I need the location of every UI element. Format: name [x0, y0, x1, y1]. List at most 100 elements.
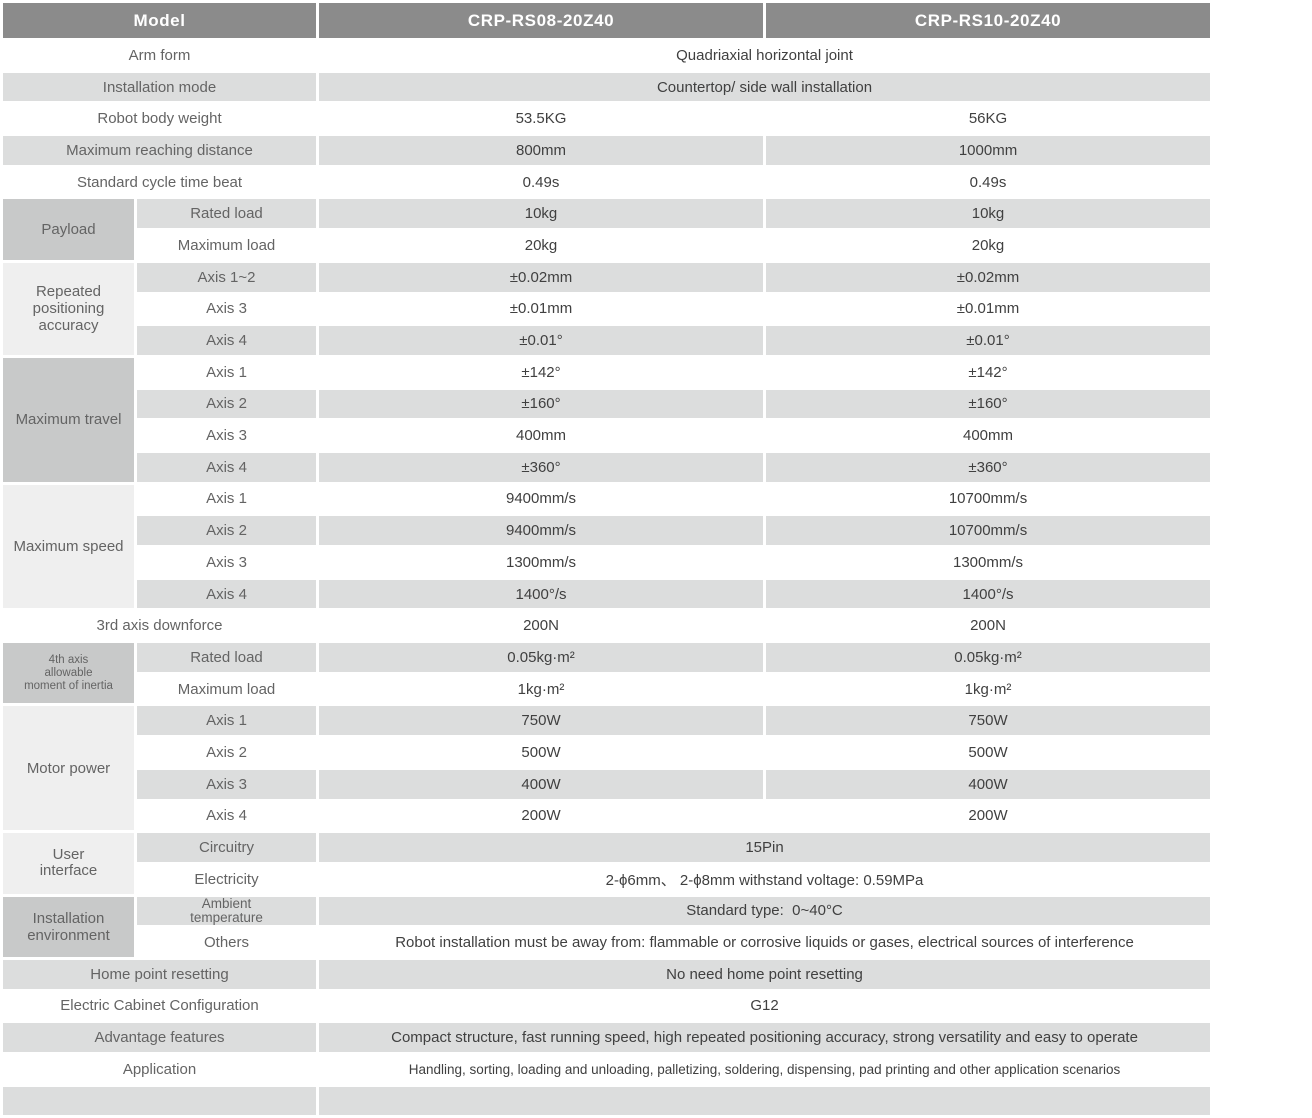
- cycle-time-label: Standard cycle time beat: [3, 167, 317, 197]
- row-payload-max: Maximum load 20kg 20kg: [3, 231, 1211, 260]
- row-max-reach: Maximum reaching distance 800mm 1000mm: [3, 136, 1211, 165]
- row-application: Application Handling, sorting, loading a…: [3, 1055, 1211, 1084]
- row-motor-axis2: Axis 2 500W 500W: [3, 738, 1211, 767]
- environment-others-label: Others: [137, 928, 317, 957]
- row-accuracy-axis4: Axis 4 ±0.01° ±0.01°: [3, 326, 1211, 355]
- inertia-rated-rs10: 0.05kg·m²: [766, 643, 1211, 672]
- motor-axis4-rs10: 200W: [766, 801, 1211, 831]
- speed-axis2-rs08: 9400mm/s: [319, 516, 764, 545]
- installation-mode-label: Installation mode: [3, 72, 317, 102]
- speed-axis2-label: Axis 2: [137, 516, 317, 545]
- motor-axis2-rs08: 500W: [319, 738, 764, 767]
- header-model: Model: [3, 3, 317, 38]
- group-speed-label: Maximum speed: [3, 484, 134, 609]
- inertia-max-label: Maximum load: [137, 674, 317, 704]
- payload-rated-label: Rated load: [137, 199, 317, 229]
- group-inertia-label: 4th axis allowable moment of inertia: [3, 643, 134, 704]
- motor-axis4-rs08: 200W: [319, 801, 764, 831]
- row-circuitry: User interface Circuitry 15Pin: [3, 833, 1211, 894]
- row-travel-axis3: Axis 3 400mm 400mm: [3, 421, 1211, 450]
- circuitry-value: 15Pin: [319, 833, 1211, 862]
- inertia-rated-label: Rated load: [137, 643, 317, 672]
- accuracy-axis3-rs10: ±0.01mm: [766, 294, 1211, 324]
- speed-axis2-rs10: 10700mm/s: [766, 516, 1211, 545]
- row-speed-axis4: Axis 4 1400°/s 1400°/s: [3, 579, 1211, 609]
- accuracy-axis12-rs08: ±0.02mm: [319, 262, 764, 292]
- group-motor-label: Motor power: [3, 706, 134, 831]
- accuracy-axis4-label: Axis 4: [137, 326, 317, 355]
- motor-axis3-rs10: 400W: [766, 769, 1211, 799]
- row-motor-axis3: Axis 3 400W 400W: [3, 769, 1211, 799]
- inertia-max-rs10: 1kg·m²: [766, 674, 1211, 704]
- row-inertia-rated: 4th axis allowable moment of inertia Rat…: [3, 643, 1211, 704]
- row-environment-others: Others Robot installation must be away f…: [3, 928, 1211, 957]
- payload-max-label: Maximum load: [137, 231, 317, 260]
- cycle-time-rs10: 0.49s: [766, 167, 1211, 197]
- travel-axis3-rs10: 400mm: [766, 421, 1211, 450]
- max-reach-rs08: 800mm: [319, 136, 764, 165]
- accuracy-axis4-rs08: ±0.01°: [319, 326, 764, 355]
- row-accuracy-axis3: Axis 3 ±0.01mm ±0.01mm: [3, 294, 1211, 324]
- arm-form-label: Arm form: [3, 41, 317, 70]
- travel-axis1-rs08: ±142°: [319, 357, 764, 387]
- travel-axis2-label: Axis 2: [137, 389, 317, 419]
- speed-axis3-rs10: 1300mm/s: [766, 548, 1211, 577]
- row-body-weight: Robot body weight 53.5KG 56KG: [3, 104, 1211, 134]
- row-downforce: 3rd axis downforce 200N 200N: [3, 611, 1211, 641]
- motor-axis2-label: Axis 2: [137, 738, 317, 767]
- arm-form-value: Quadriaxial horizontal joint: [319, 41, 1211, 70]
- row-motor-axis1: Motor power Axis 1 750W 750W: [3, 706, 1211, 831]
- motor-axis1-rs08: 750W: [319, 706, 764, 736]
- row-travel-axis1: Maximum travel Axis 1 ±142° ±142°: [3, 357, 1211, 482]
- row-payload-rated: Payload Rated load 10kg 10kg: [3, 199, 1211, 260]
- group-travel-label: Maximum travel: [3, 357, 134, 482]
- speed-axis3-label: Axis 3: [137, 548, 317, 577]
- group-accuracy-label: Repeated positioning accuracy: [3, 262, 134, 355]
- row-speed-axis3: Axis 3 1300mm/s 1300mm/s: [3, 548, 1211, 577]
- travel-axis4-label: Axis 4: [137, 452, 317, 482]
- payload-max-rs08: 20kg: [319, 231, 764, 260]
- accuracy-axis12-rs10: ±0.02mm: [766, 262, 1211, 292]
- accuracy-axis3-label: Axis 3: [137, 294, 317, 324]
- circuitry-label: Circuitry: [137, 833, 317, 862]
- downforce-label: 3rd axis downforce: [3, 611, 317, 641]
- cycle-time-rs08: 0.49s: [319, 167, 764, 197]
- cabinet-value: G12: [319, 991, 1211, 1021]
- inertia-max-rs08: 1kg·m²: [319, 674, 764, 704]
- row-speed-axis1: Maximum speed Axis 1 9400mm/s 10700mm/s: [3, 484, 1211, 609]
- max-reach-label: Maximum reaching distance: [3, 136, 317, 165]
- motor-axis1-label: Axis 1: [137, 706, 317, 736]
- motor-axis4-label: Axis 4: [137, 801, 317, 831]
- application-label: Application: [3, 1055, 317, 1084]
- downforce-rs10: 200N: [766, 611, 1211, 641]
- application-value: Handling, sorting, loading and unloading…: [319, 1055, 1211, 1084]
- row-ambient-temperature: Installation environment Ambient tempera…: [3, 896, 1211, 957]
- accuracy-axis12-label: Axis 1~2: [137, 262, 317, 292]
- speed-axis1-rs10: 10700mm/s: [766, 484, 1211, 514]
- row-cabinet: Electric Cabinet Configuration G12: [3, 991, 1211, 1021]
- body-weight-label: Robot body weight: [3, 104, 317, 134]
- group-user-interface-label-text: User interface: [39, 846, 98, 880]
- motor-axis1-rs10: 750W: [766, 706, 1211, 736]
- group-environment-label: Installation environment: [3, 896, 134, 957]
- motor-axis2-rs10: 500W: [766, 738, 1211, 767]
- row-motor-axis4: Axis 4 200W 200W: [3, 801, 1211, 831]
- travel-axis1-label: Axis 1: [137, 357, 317, 387]
- row-cycle-time: Standard cycle time beat 0.49s 0.49s: [3, 167, 1211, 197]
- row-installation-mode: Installation mode Countertop/ side wall …: [3, 72, 1211, 102]
- row-travel-axis2: Axis 2 ±160° ±160°: [3, 389, 1211, 419]
- travel-axis2-rs10: ±160°: [766, 389, 1211, 419]
- robot-spec-table: Model CRP-RS08-20Z40 CRP-RS10-20Z40 Arm …: [3, 3, 1211, 1116]
- max-reach-rs10: 1000mm: [766, 136, 1211, 165]
- payload-rated-rs08: 10kg: [319, 199, 764, 229]
- home-reset-label: Home point resetting: [3, 959, 317, 989]
- advantage-value: Compact structure, fast running speed, h…: [319, 1023, 1211, 1052]
- motor-axis3-rs08: 400W: [319, 769, 764, 799]
- travel-axis4-rs10: ±360°: [766, 452, 1211, 482]
- payload-max-rs10: 20kg: [766, 231, 1211, 260]
- travel-axis3-label: Axis 3: [137, 421, 317, 450]
- row-clipped-bottom: [3, 1086, 1211, 1116]
- advantage-label: Advantage features: [3, 1023, 317, 1052]
- row-travel-axis4: Axis 4 ±360° ±360°: [3, 452, 1211, 482]
- inertia-rated-rs08: 0.05kg·m²: [319, 643, 764, 672]
